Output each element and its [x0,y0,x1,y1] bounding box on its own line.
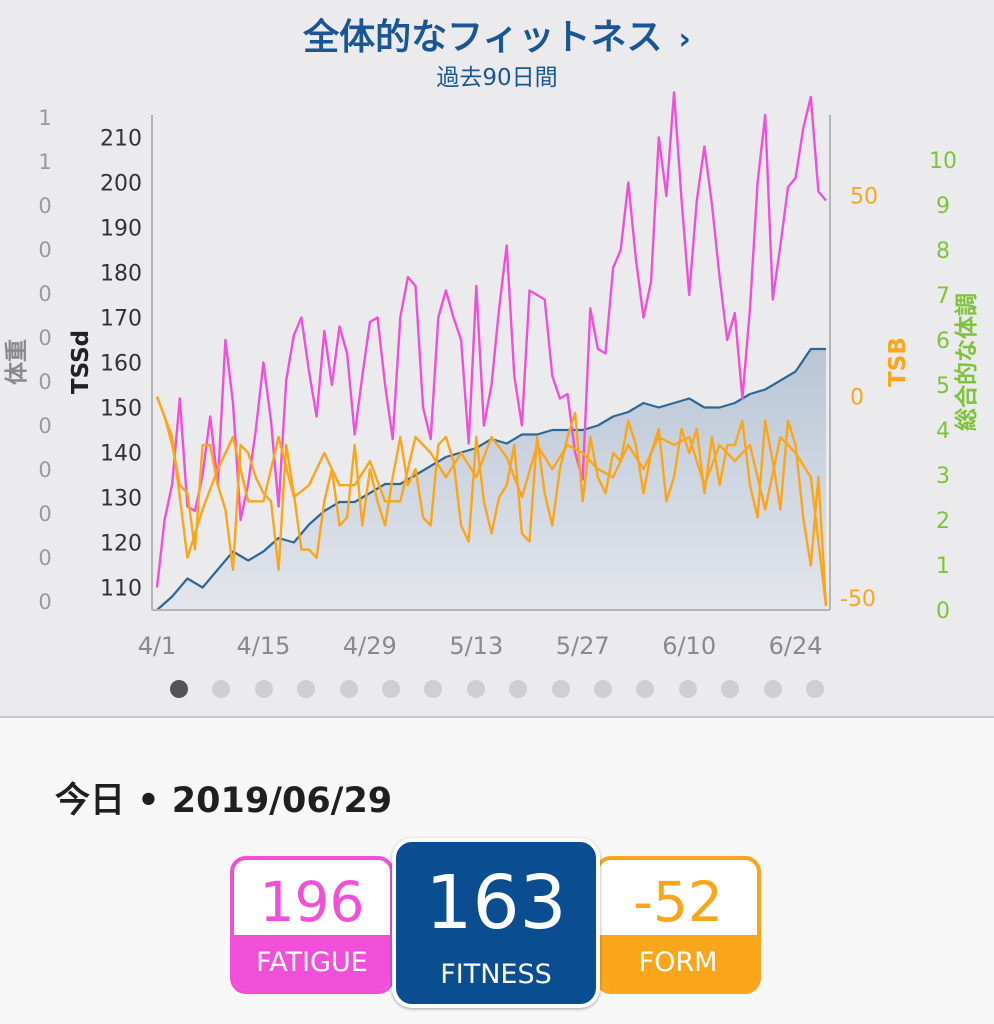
x-tick-label: 4/1 [138,632,177,660]
page-dot[interactable] [212,680,231,698]
x-tick-label: 4/15 [236,632,290,660]
tsb-tick-label: 0 [850,386,864,411]
x-tick-label: 5/27 [556,632,610,660]
tssd-tick-label: 110 [100,577,142,602]
page-dot[interactable] [678,680,697,698]
page-dot[interactable] [636,680,655,698]
form-label: FORM [599,935,757,990]
wellness-tick-label: 2 [936,509,950,534]
weight-tick-label: 0 [38,458,51,482]
wellness-tick-label: 9 [936,194,950,219]
fitness-area [157,349,826,610]
tssd-axis-title: TSSd [68,330,94,394]
tssd-tick-label: 200 [100,172,142,197]
tssd-tick-label: 120 [100,532,142,557]
form-metric[interactable]: -52 FORM [595,856,761,994]
weight-tick-label: 0 [38,502,51,526]
wellness-axis-title: 総合的な体調 [953,293,980,431]
fitness-value: 163 [425,860,567,946]
fatigue-label: FATIGUE [234,935,390,990]
page-dot[interactable] [466,680,485,698]
tssd-tick-label: 210 [100,127,142,152]
tssd-tick-label: 160 [100,352,142,377]
today-date-label: 今日 • 2019/06/29 [55,772,392,823]
page-indicator[interactable] [158,680,838,700]
wellness-tick-label: 4 [936,419,950,444]
weight-tick-label: 0 [38,194,51,218]
chart-subtitle: 過去90日間 [436,65,558,91]
chart-title: 全体的なフィットネス [303,17,663,58]
weight-tick-label: 0 [38,282,51,306]
x-tick-label: 6/24 [769,632,823,660]
page-dot[interactable] [382,680,400,698]
chevron-right-icon: › [678,22,691,57]
today-date: 2019/06/29 [171,781,393,821]
weight-tick-label: 0 [38,326,51,350]
weight-tick-label: 0 [38,238,51,262]
page-dot[interactable] [806,680,824,698]
weight-tick-label: 0 [38,370,51,394]
page-dot[interactable] [721,680,740,698]
weight-tick-label: 0 [38,590,51,614]
weight-axis-title: 体重 [4,339,30,385]
tssd-tick-label: 130 [100,487,142,512]
page-dot[interactable] [339,680,358,698]
fitness-metric[interactable]: 163 FITNESS [392,838,600,1008]
chart-title-link[interactable]: 全体的なフィットネス › [0,8,994,60]
tsb-tick-label: 50 [850,184,878,209]
tssd-tick-label: 170 [100,307,142,332]
wellness-tick-label: 7 [936,284,950,309]
wellness-tick-label: 3 [936,464,950,489]
page-dot[interactable] [254,680,273,698]
wellness-tick-label: 1 [936,554,950,579]
tsb-tick-label: -50 [840,587,876,612]
page-dot[interactable] [297,680,316,698]
fitness-chart: 1100000000001101201301401501601701801902… [4,91,980,660]
series-line-form-3 [155,396,828,607]
wellness-tick-label: 10 [929,149,957,174]
weight-tick-label: 1 [38,106,51,130]
chart-panel[interactable]: 全体的なフィットネス › 過去90日間 1 1 0 0 0 0 0 0 0 0 0 0 110 120 130… [0,0,994,718]
fitness-label: FITNESS [440,959,552,990]
fatigue-metric[interactable]: 196 FATIGUE [230,856,394,994]
tsb-axis-title: TSB [885,337,911,387]
page-dot[interactable] [763,680,782,698]
tssd-tick-label: 190 [100,217,142,242]
wellness-tick-label: 0 [936,599,950,624]
page-dot[interactable] [424,680,443,698]
weight-tick-label: 0 [38,414,51,438]
weight-tick-label: 0 [38,546,51,570]
page-dot[interactable] [551,680,570,698]
fatigue-value: 196 [259,870,365,934]
page-dot[interactable] [594,680,612,698]
wellness-tick-label: 5 [936,374,950,399]
x-tick-label: 6/10 [662,632,716,660]
weight-tick-label: 1 [38,150,51,174]
form-value: -52 [633,870,723,934]
series-line-fatigue-1 [155,91,827,588]
today-label: 今日 [55,781,126,821]
page-dot[interactable] [170,680,188,698]
x-tick-label: 5/13 [449,632,503,660]
today-separator: • [137,781,160,821]
tssd-tick-label: 180 [100,262,142,287]
wellness-tick-label: 6 [936,329,950,354]
tssd-tick-label: 150 [100,397,142,422]
x-tick-label: 4/29 [343,632,397,660]
page-dot[interactable] [509,680,528,698]
tssd-tick-label: 140 [100,442,142,467]
wellness-tick-label: 8 [936,239,950,264]
